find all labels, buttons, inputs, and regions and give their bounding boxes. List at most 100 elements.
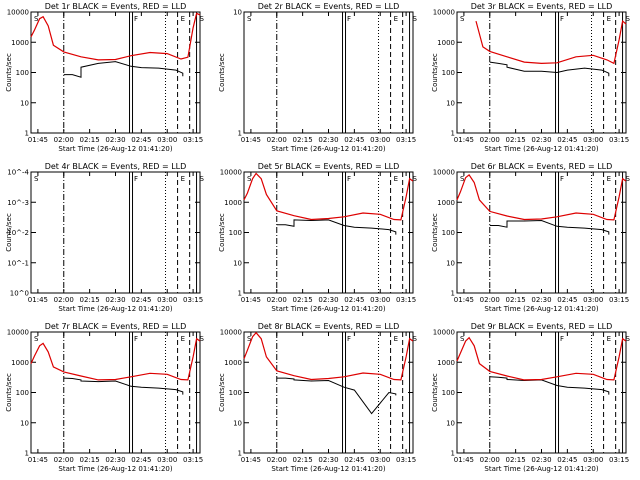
chart-panel-8: Det 8r BLACK = Events, RED = LLD 1 10 100 10… [218, 322, 418, 473]
x-tick-label: 01:45 [454, 136, 474, 144]
lld-series-line [475, 19, 627, 65]
x-tick-label: 03:00 [370, 456, 390, 464]
x-tick-label: 01:45 [454, 296, 474, 304]
x-tick-label: 02:45 [131, 136, 151, 144]
marker-label: S [200, 175, 205, 183]
x-tick-label: 03:00 [583, 456, 603, 464]
y-tick-label: 1000 [224, 199, 242, 207]
y-tick-label: 10000 [433, 169, 455, 177]
x-tick-label: 02:15 [293, 456, 313, 464]
x-tick-label: 01:45 [241, 456, 261, 464]
lld-series-line [456, 174, 627, 221]
x-tick-label: 02:30 [318, 296, 338, 304]
plot-frame [243, 331, 414, 454]
y-tick-label: 1000 [224, 359, 242, 367]
x-tick-label: 02:45 [131, 456, 151, 464]
y-tick-label: 1 [238, 130, 242, 138]
x-tick-label: 03:15 [609, 136, 629, 144]
x-tick-label: 02:15 [506, 136, 526, 144]
chart-title: Det 1r BLACK = Events, RED = LLD [45, 2, 187, 11]
x-tick-label: 02:00 [267, 456, 287, 464]
marker-label: S [247, 335, 252, 343]
y-tick-label: 10000 [220, 329, 242, 337]
marker-label: S [34, 335, 39, 343]
marker-label: E [394, 15, 398, 23]
chart-title: Det 2r BLACK = Events, RED = LLD [258, 2, 400, 11]
y-tick-label: 1000 [11, 359, 29, 367]
y-axis-label: Counts/sec [431, 53, 439, 92]
x-tick-label: 02:45 [557, 296, 577, 304]
events-series-line [276, 377, 397, 415]
x-axis-label: Start Time (26-Aug-12 01:41:20) [484, 465, 598, 473]
x-tick-label: 02:45 [344, 296, 364, 304]
marker-label: S [200, 335, 205, 343]
y-tick-label: 10^-3 [7, 199, 29, 207]
lld-series-line [243, 331, 414, 381]
x-tick-label: 03:00 [583, 136, 603, 144]
marker-label: S [460, 175, 465, 183]
marker-label: S [460, 335, 465, 343]
x-tick-label: 02:15 [293, 296, 313, 304]
y-tick-label: 1000 [437, 199, 455, 207]
chart-title: Det 9r BLACK = Events, RED = LLD [471, 322, 613, 331]
x-tick-label: 02:30 [105, 456, 125, 464]
events-series-line [63, 377, 184, 395]
y-axis-label: Counts/sec [218, 213, 226, 252]
x-tick-label: 02:30 [318, 136, 338, 144]
x-tick-label: 02:15 [506, 296, 526, 304]
marker-label: F [560, 175, 564, 183]
chart-panel-9: Det 9r BLACK = Events, RED = LLD 1 10 100 10… [431, 322, 631, 473]
x-tick-label: 03:00 [157, 296, 177, 304]
marker-label: S [200, 15, 205, 23]
x-tick-label: 02:15 [506, 456, 526, 464]
y-tick-label: 1 [451, 290, 455, 298]
marker-label: S [626, 175, 631, 183]
marker-label: S [34, 175, 39, 183]
y-tick-label: 10 [233, 9, 242, 17]
y-tick-label: 10 [446, 259, 455, 267]
x-tick-label: 02:45 [557, 456, 577, 464]
chart-panel-2: Det 2r BLACK = Events, RED = LLD 1 10 01:45… [218, 2, 418, 153]
x-axis-label: Start Time (26-Aug-12 01:41:20) [58, 305, 172, 313]
y-axis-label: Counts/sec [5, 373, 13, 412]
y-tick-label: 100 [16, 389, 29, 397]
y-tick-label: 1 [25, 450, 29, 458]
y-axis-label: Counts/sec [431, 213, 439, 252]
y-tick-label: 10000 [7, 329, 29, 337]
chart-panel-6: Det 6r BLACK = Events, RED = LLD 1 10 100 10… [431, 162, 631, 313]
x-tick-label: 02:15 [80, 136, 100, 144]
y-tick-label: 10000 [220, 169, 242, 177]
x-tick-label: 03:00 [157, 456, 177, 464]
lld-series-line [456, 336, 627, 381]
y-tick-label: 10 [20, 99, 29, 107]
x-axis-label: Start Time (26-Aug-12 01:41:20) [271, 145, 385, 153]
x-tick-label: 02:00 [54, 456, 74, 464]
x-tick-label: 01:45 [28, 456, 48, 464]
marker-label: F [347, 335, 351, 343]
y-tick-label: 100 [229, 389, 242, 397]
x-tick-label: 02:45 [131, 296, 151, 304]
chart-panel-5: Det 5r BLACK = Events, RED = LLD 1 10 100 10… [218, 162, 418, 313]
y-tick-label: 1000 [437, 39, 455, 47]
x-tick-label: 01:45 [241, 136, 261, 144]
y-tick-label: 1 [451, 130, 455, 138]
x-tick-label: 02:00 [480, 136, 500, 144]
y-tick-label: 100 [442, 229, 455, 237]
y-tick-label: 1000 [11, 39, 29, 47]
marker-label: F [347, 175, 351, 183]
x-tick-label: 02:30 [531, 136, 551, 144]
x-tick-label: 03:15 [183, 296, 203, 304]
chart-title: Det 6r BLACK = Events, RED = LLD [471, 162, 613, 171]
x-axis-label: Start Time (26-Aug-12 01:41:20) [271, 305, 385, 313]
y-tick-label: 10 [446, 99, 455, 107]
x-tick-label: 03:15 [396, 456, 416, 464]
x-tick-label: 02:45 [344, 136, 364, 144]
y-tick-label: 100 [229, 229, 242, 237]
lld-series-line [30, 12, 201, 61]
y-tick-label: 10000 [7, 9, 29, 17]
chart-title: Det 4r BLACK = Events, RED = LLD [45, 162, 187, 171]
y-tick-label: 1000 [437, 359, 455, 367]
chart-title: Det 5r BLACK = Events, RED = LLD [258, 162, 400, 171]
plot-frame [243, 171, 414, 294]
x-tick-label: 03:00 [583, 296, 603, 304]
